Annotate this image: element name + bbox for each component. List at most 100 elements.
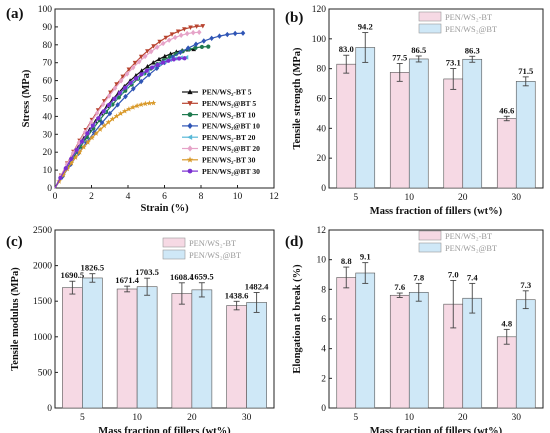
x-tick-label: 10 bbox=[405, 193, 415, 203]
series-line bbox=[54, 48, 194, 189]
data-point bbox=[178, 32, 184, 38]
y-tick-label: 2 bbox=[321, 374, 326, 384]
data-label: 94.2 bbox=[358, 22, 373, 32]
data-point bbox=[106, 102, 112, 107]
data-point bbox=[168, 51, 173, 56]
bar bbox=[171, 293, 193, 409]
y-tick-label: 2000 bbox=[33, 262, 52, 272]
data-point bbox=[138, 101, 144, 107]
legend-label: PEN/WS₂-BT 30 bbox=[202, 156, 256, 165]
data-point bbox=[63, 166, 68, 171]
data-point bbox=[139, 68, 144, 73]
data-point bbox=[182, 56, 187, 61]
x-tick-label: 2 bbox=[89, 192, 94, 202]
legend-marker bbox=[187, 112, 193, 117]
x-axis-title: Strain (%) bbox=[140, 203, 189, 214]
y-tick-label: 2500 bbox=[33, 226, 52, 236]
plot-frame bbox=[54, 229, 275, 409]
legend-marker bbox=[187, 134, 193, 140]
data-point bbox=[105, 119, 112, 125]
data-point bbox=[80, 144, 87, 150]
data-point bbox=[128, 80, 133, 85]
x-tick-label: 0 bbox=[53, 192, 58, 202]
legend-label: PEN/WS₂-BT 5 bbox=[202, 88, 252, 97]
data-point bbox=[188, 25, 193, 30]
bar bbox=[496, 336, 517, 409]
x-tick-label: 5 bbox=[80, 413, 85, 423]
y-tick-label: 40 bbox=[43, 112, 53, 122]
x-tick-label: 10 bbox=[132, 413, 142, 423]
data-label: 86.3 bbox=[465, 45, 480, 55]
bar bbox=[389, 294, 410, 409]
data-label: 1703.5 bbox=[135, 267, 159, 277]
data-label: 1690.5 bbox=[61, 270, 85, 280]
panel-label: (c) bbox=[6, 234, 23, 250]
data-point bbox=[193, 45, 198, 50]
data-label: 8.8 bbox=[341, 256, 352, 266]
data-point bbox=[199, 44, 205, 50]
data-point bbox=[151, 44, 156, 49]
data-point bbox=[150, 60, 156, 65]
data-point bbox=[201, 38, 207, 44]
data-point bbox=[146, 100, 153, 106]
data-point bbox=[108, 90, 113, 95]
data-point bbox=[85, 131, 90, 136]
bar bbox=[246, 302, 267, 409]
data-point bbox=[190, 29, 196, 36]
y-tick-label: 500 bbox=[38, 368, 53, 378]
data-point bbox=[146, 71, 152, 78]
data-point bbox=[178, 49, 183, 56]
x-tick-label: 6 bbox=[162, 192, 167, 202]
bar bbox=[136, 286, 158, 409]
data-point bbox=[93, 130, 99, 136]
data-point bbox=[85, 139, 91, 145]
y-tick-label: 40 bbox=[317, 124, 327, 134]
y-tick-label: 0 bbox=[47, 404, 52, 414]
data-label: 7.4 bbox=[467, 272, 478, 282]
x-axis-title: Mass fraction of fillers (wt%) bbox=[98, 426, 231, 433]
legend-label: PEN/WS₂@BT 30 bbox=[202, 167, 260, 176]
x-axis-title: Mass fraction of fillers (wt%) bbox=[370, 426, 503, 433]
data-point bbox=[106, 93, 112, 99]
data-label: 83.0 bbox=[339, 44, 354, 54]
data-point bbox=[122, 108, 128, 114]
data-point bbox=[172, 34, 178, 41]
data-point bbox=[134, 102, 140, 109]
data-point bbox=[157, 39, 163, 45]
data-point bbox=[150, 65, 155, 70]
y-tick-label: 8 bbox=[321, 285, 326, 295]
x-axis-title: Mass fraction of fillers (wt%) bbox=[370, 206, 503, 217]
data-point bbox=[171, 57, 176, 62]
bar bbox=[62, 287, 83, 409]
data-point bbox=[209, 35, 214, 42]
bar bbox=[226, 305, 247, 409]
y-axis-title: Tensile modulus (MPa) bbox=[10, 267, 21, 371]
data-point bbox=[175, 29, 181, 34]
x-tick-label: 20 bbox=[458, 413, 468, 423]
y-tick-label: 12 bbox=[317, 226, 327, 236]
data-point bbox=[97, 126, 103, 132]
y-tick-label: 90 bbox=[43, 23, 53, 33]
data-point bbox=[139, 72, 144, 77]
data-label: 86.5 bbox=[411, 45, 426, 55]
data-point bbox=[191, 46, 197, 52]
y-tick-label: 4 bbox=[321, 345, 326, 355]
legend-label: PEN/WS₂@BT bbox=[445, 244, 497, 253]
data-label: 9.1 bbox=[360, 252, 371, 262]
panel-label: (a) bbox=[6, 6, 24, 22]
data-point bbox=[112, 96, 117, 101]
data-point bbox=[166, 58, 171, 63]
data-point bbox=[98, 110, 104, 116]
bar bbox=[355, 272, 376, 409]
y-axis-title: Stress (MPa) bbox=[21, 69, 32, 127]
data-point bbox=[156, 56, 162, 62]
y-axis-title: Tensile strength (MPa) bbox=[292, 47, 303, 150]
data-point bbox=[109, 116, 116, 122]
y-tick-label: 80 bbox=[43, 41, 53, 51]
y-tick-label: 10 bbox=[317, 256, 327, 266]
legend-marker bbox=[187, 168, 193, 174]
data-point bbox=[120, 74, 126, 80]
y-tick-label: 120 bbox=[312, 5, 327, 15]
bar bbox=[462, 58, 483, 189]
data-label: 1826.5 bbox=[81, 263, 105, 273]
